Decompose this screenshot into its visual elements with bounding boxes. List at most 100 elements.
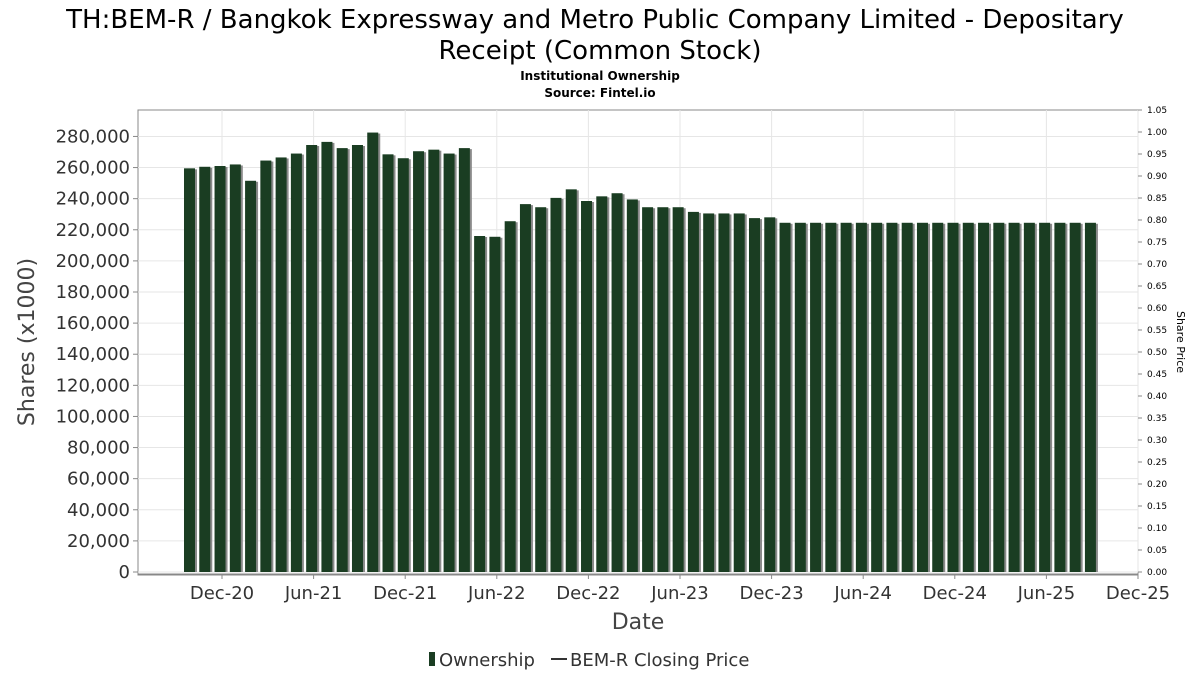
bar (1069, 222, 1081, 572)
bar (962, 222, 974, 572)
x-axis: Dec-20 Jun-21 Dec-21 Jun-22 Dec-22 Jun-23 Dec-… (138, 573, 1170, 604)
chart-title-line1: TH:BEM-R / Bangkok Expressway and Metro … (65, 5, 1124, 35)
y-right-tick-label: 0.30 (1147, 436, 1167, 446)
bar (565, 189, 577, 573)
left-axis: 0 20,000 40,000 60,000 80,000 100,000 120,000 1… (56, 126, 138, 583)
bar (229, 164, 241, 572)
bar (871, 222, 883, 572)
legend-label-ownership: Ownership (439, 650, 535, 671)
y-right-tick-label: 0.60 (1147, 304, 1167, 314)
x-tick-label: Jun-21 (284, 583, 343, 604)
bar (779, 222, 791, 572)
y-right-tick-label: 0.65 (1147, 282, 1167, 292)
bar (489, 236, 501, 572)
y-tick-label: 160,000 (56, 313, 130, 334)
x-tick-label: Dec-22 (556, 583, 620, 604)
bar (290, 153, 302, 573)
bar (626, 199, 638, 572)
bar (993, 222, 1005, 572)
y-tick-label: 200,000 (56, 251, 130, 272)
y-tick-label: 100,000 (56, 406, 130, 427)
legend-label-price: BEM-R Closing Price (570, 650, 749, 671)
bar (199, 166, 211, 572)
y-axis-label-right: Share Price (1174, 311, 1187, 373)
bar (275, 157, 287, 572)
y-right-tick-label: 0.20 (1147, 480, 1167, 490)
y-right-tick-label: 0.70 (1147, 260, 1167, 270)
bar (367, 132, 379, 573)
y-axis-label: Shares (x1000) (15, 258, 40, 426)
y-tick-label: 180,000 (56, 282, 130, 303)
bar (397, 158, 409, 572)
right-axis: 0.00 0.05 0.10 0.15 0.20 0.25 0.30 0.35 0.40 0.45… (1138, 106, 1167, 578)
bar (596, 196, 608, 573)
x-tick-label: Jun-23 (650, 583, 709, 604)
bar (550, 197, 562, 572)
y-right-tick-label: 0.75 (1147, 238, 1167, 248)
bar (1084, 222, 1096, 572)
x-tick-label: Dec-23 (739, 583, 803, 604)
y-tick-label: 20,000 (67, 531, 130, 552)
chart-subtitle-line1: Institutional Ownership (520, 69, 680, 83)
bar (351, 145, 363, 572)
bar (413, 151, 425, 572)
y-tick-label: 80,000 (67, 438, 130, 459)
bar (733, 213, 745, 572)
y-right-tick-label: 0.35 (1147, 414, 1167, 424)
y-right-tick-label: 0.45 (1147, 370, 1167, 380)
bar (382, 154, 394, 573)
bar (321, 141, 333, 572)
x-tick-label: Dec-24 (923, 583, 987, 604)
bar (306, 145, 318, 572)
bar (336, 148, 348, 572)
bar (825, 222, 837, 572)
bar (1039, 222, 1051, 572)
y-tick-label: 60,000 (67, 469, 130, 490)
y-tick-label: 280,000 (56, 126, 130, 147)
bar (764, 217, 776, 573)
bar (932, 222, 944, 572)
bar (916, 222, 928, 572)
y-right-tick-label: 0.90 (1147, 172, 1167, 182)
bar (611, 193, 623, 572)
y-tick-label: 140,000 (56, 344, 130, 365)
bar (886, 222, 898, 572)
x-tick-label: Jun-24 (833, 583, 892, 604)
bar (519, 204, 531, 572)
x-tick-label: Jun-22 (467, 583, 526, 604)
bar (184, 168, 195, 573)
bar (443, 153, 455, 573)
bar (1023, 222, 1035, 572)
bar (428, 149, 440, 572)
y-tick-label: 120,000 (56, 375, 130, 396)
bar (672, 207, 684, 572)
y-right-tick-label: 1.00 (1147, 128, 1167, 138)
bar (718, 213, 730, 572)
y-right-tick-label: 0.95 (1147, 150, 1167, 160)
x-axis-label: Date (612, 610, 665, 635)
bar (214, 166, 226, 572)
y-right-tick-label: 0.05 (1147, 546, 1167, 556)
bar (840, 222, 852, 572)
bar (1008, 222, 1020, 572)
bar (901, 222, 913, 572)
y-right-tick-label: 0.55 (1147, 326, 1167, 336)
ownership-bars (184, 132, 1098, 573)
bar (535, 207, 547, 572)
chart-subtitle-line2: Source: Fintel.io (544, 86, 655, 100)
y-right-tick-label: 0.15 (1147, 502, 1167, 512)
bar (687, 211, 699, 572)
y-tick-label: 240,000 (56, 189, 130, 210)
y-right-tick-label: 0.50 (1147, 348, 1167, 358)
y-tick-label: 0 (119, 562, 130, 583)
bar (978, 222, 990, 572)
bar (794, 222, 806, 572)
x-tick-label: Dec-25 (1106, 583, 1170, 604)
bar (642, 207, 654, 572)
bar (474, 236, 486, 572)
bar (855, 222, 867, 572)
bar (947, 222, 959, 572)
bar (458, 148, 470, 572)
bar (657, 207, 669, 572)
